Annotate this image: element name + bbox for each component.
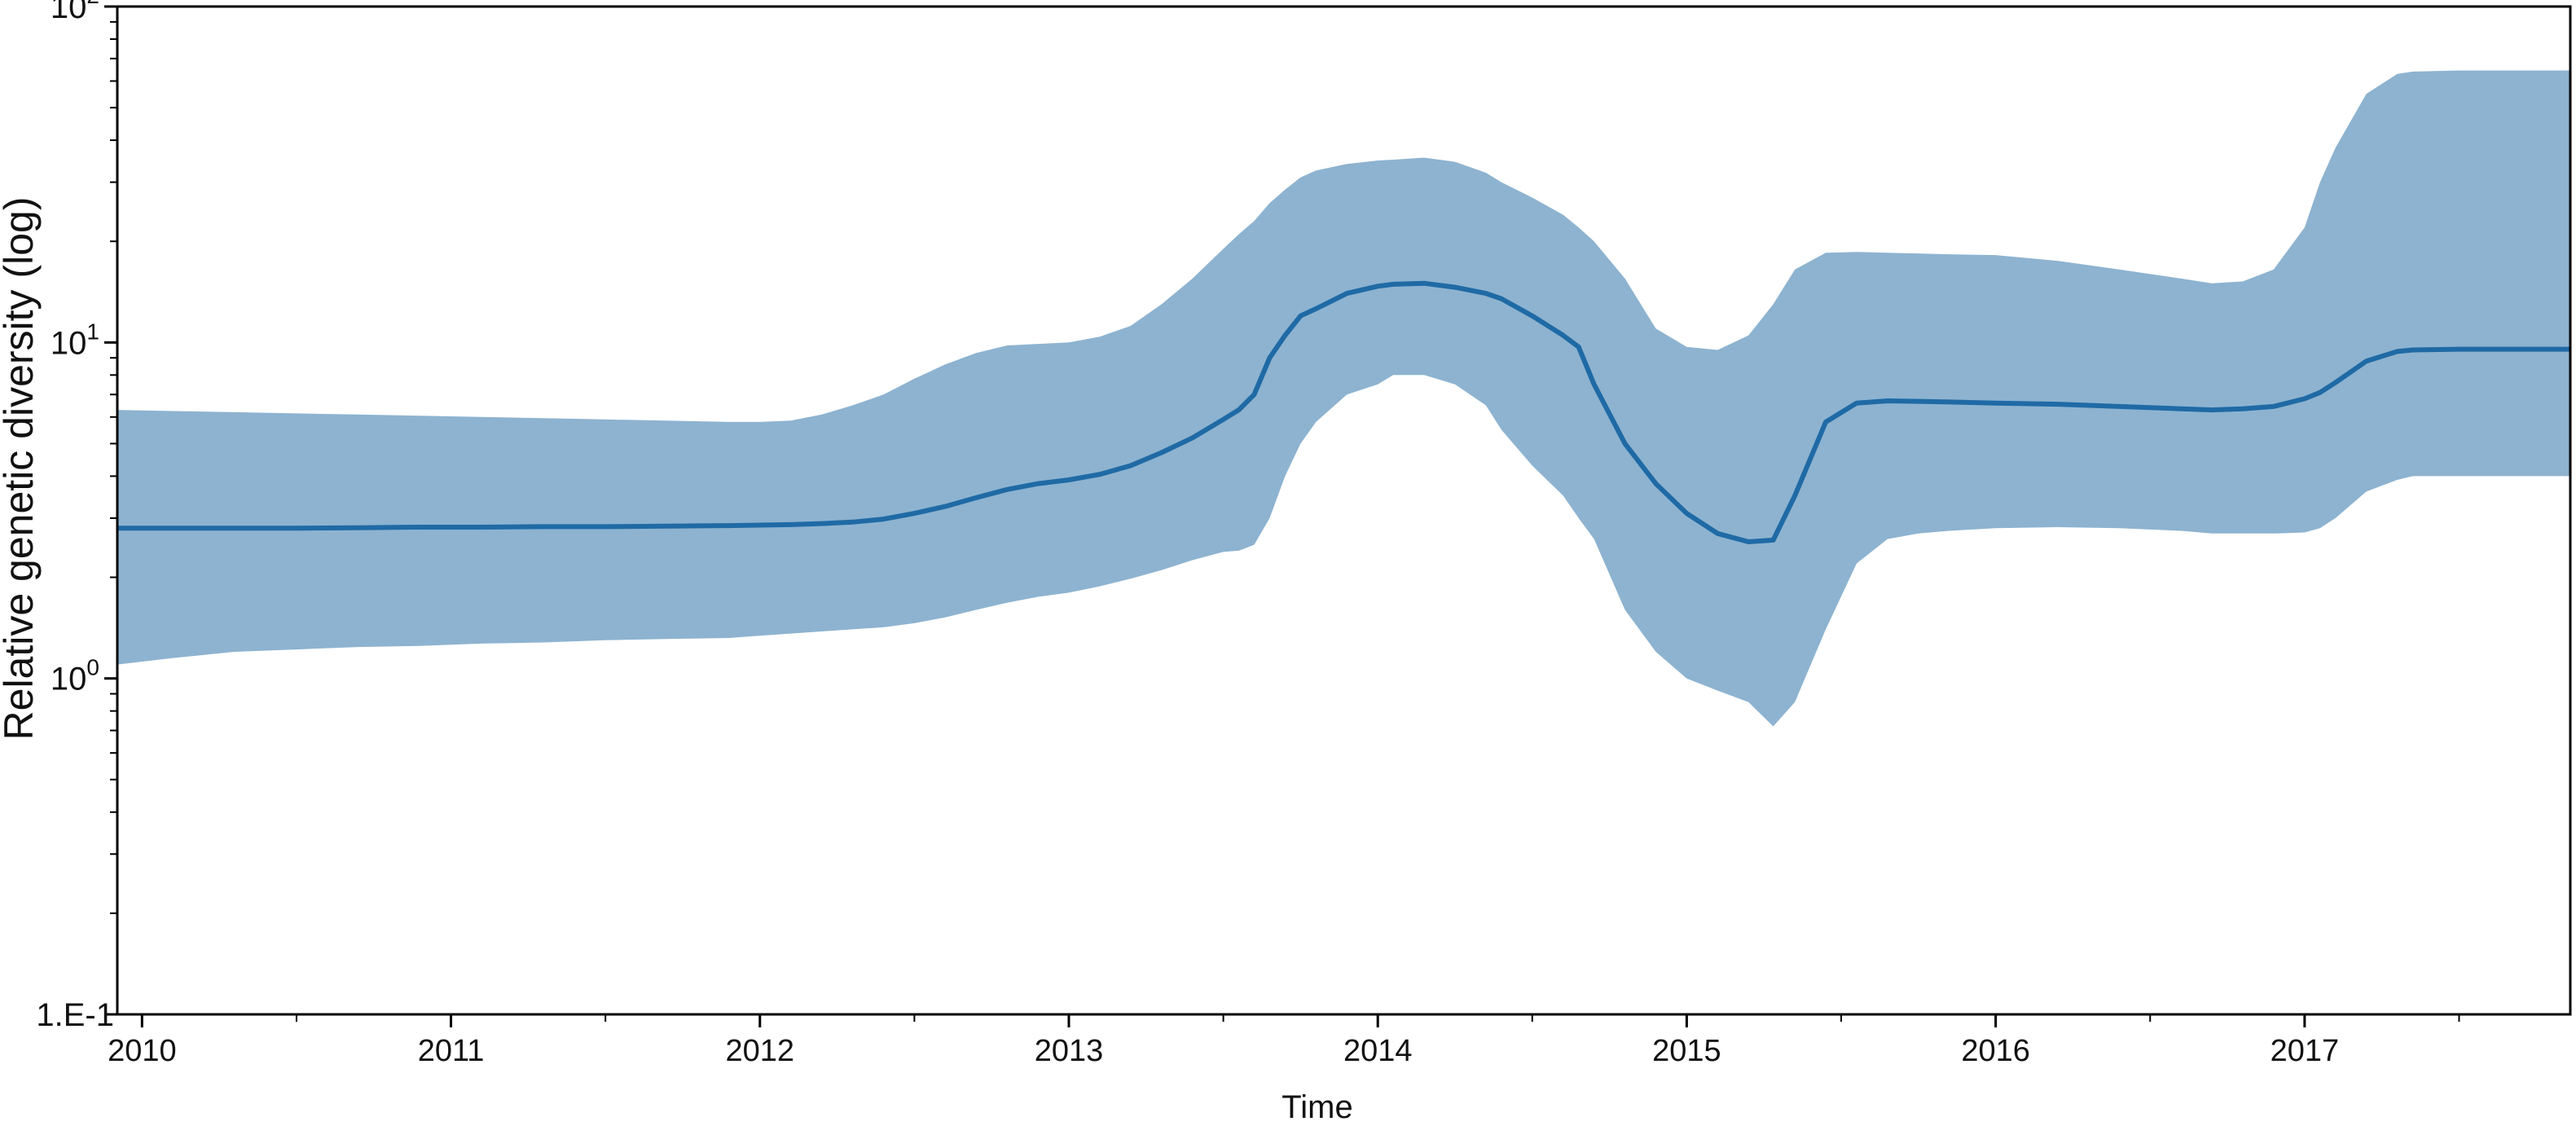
x-tick-label-2013: 2013 [1035, 1034, 1104, 1068]
plot-area [117, 70, 2570, 727]
plot-series-group [117, 70, 2570, 727]
plot-frame [116, 5, 2572, 1016]
x-tick-label-2016: 2016 [1961, 1034, 2030, 1068]
y-tick-label-base: 10 [51, 662, 87, 697]
y-tick-label-2: 101 [51, 319, 99, 361]
y-tick-label-0: 1.E-1 [36, 997, 114, 1033]
y-axis-title: Relative genetic diversity (log) [0, 197, 42, 741]
x-tick-label-2011: 2011 [418, 1034, 485, 1068]
median-line [117, 280, 2570, 544]
x-tick-label-2015: 2015 [1652, 1034, 1721, 1068]
x-tick-label-2014: 2014 [1343, 1034, 1413, 1068]
confidence-band [117, 70, 2570, 727]
y-tick-label-exponent: 2 [86, 0, 99, 8]
x-tick-label-2017: 2017 [2270, 1034, 2340, 1068]
y-tick-label-exponent: 0 [86, 655, 99, 680]
y-tick-label-base: 10 [51, 325, 87, 361]
y-tick-label-exponent: 1 [86, 319, 99, 344]
x-tick-label-2012: 2012 [726, 1034, 795, 1068]
axis-labels: Relative genetic diversity (log) Time [0, 197, 1353, 1125]
axes: 2010 2011 2012 2013 2014 2015 2016 20171.E-1100… [36, 0, 2572, 1068]
y-tick-label-base: 10 [51, 0, 87, 25]
y-tick-label-1: 100 [51, 655, 99, 697]
x-axis-title: Time [1281, 1089, 1352, 1122]
x-tick-label-2010: 2010 [108, 1034, 177, 1068]
y-tick-label-3: 102 [51, 0, 99, 25]
